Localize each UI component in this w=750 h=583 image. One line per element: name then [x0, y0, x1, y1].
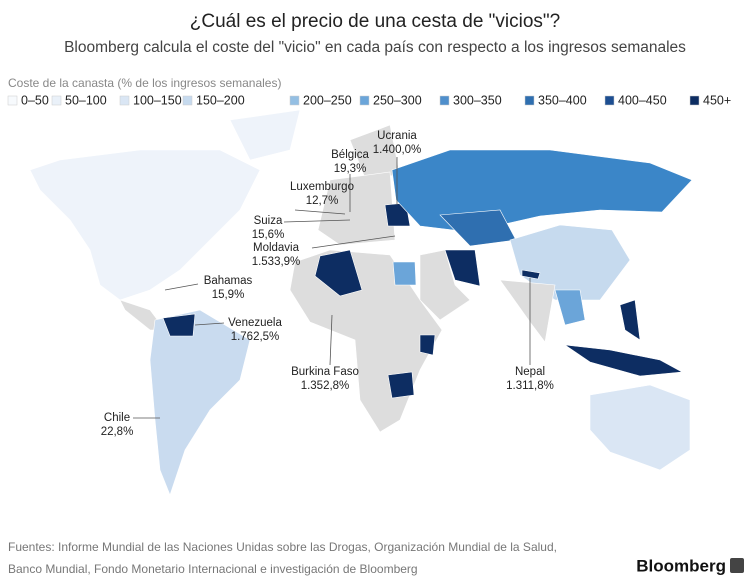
leader-line	[164, 283, 199, 291]
africa	[289, 249, 443, 433]
legend: 0–50 50–100 100–150 150–200 200–250 250–300 30…	[7, 93, 731, 107]
brand: Bloomberg	[636, 556, 726, 575]
leader-line	[311, 235, 396, 249]
legend-swatch	[524, 95, 535, 106]
legend-label: 250–300	[373, 93, 422, 107]
annotation-name: Nepal	[515, 366, 545, 378]
sources: Fuentes: Informe Mundial de las Naciones…	[8, 540, 557, 554]
legend-swatch	[182, 95, 193, 106]
annotation-name: Luxemburgo	[290, 181, 354, 193]
venezuela	[162, 313, 196, 337]
annotation-value: 1.533,9%	[252, 256, 301, 268]
annotations: Ucrania 1.400,0% Bélgica 19,3% Luxemburgo 12,…	[101, 130, 554, 438]
iran	[444, 249, 481, 287]
annotation-value: 1.352,8%	[301, 380, 350, 392]
leader-line	[283, 219, 351, 223]
annotation-name: Moldavia	[253, 242, 300, 254]
philippines	[619, 299, 641, 341]
china	[509, 224, 631, 301]
greenland	[229, 109, 301, 161]
annotation-value: 12,7%	[306, 195, 339, 207]
title: ¿Cuál es el precio de una cesta de "vici…	[190, 11, 560, 32]
russia	[391, 149, 693, 233]
legend-swatch	[119, 95, 130, 106]
brand-icon	[730, 558, 744, 573]
europe	[317, 171, 396, 246]
annotation-name: Burkina Faso	[291, 366, 359, 378]
annotation-value: 22,8%	[101, 426, 134, 438]
legend-swatch	[7, 95, 18, 106]
south-america	[149, 309, 251, 496]
annotation-value: 1.311,8%	[506, 380, 554, 392]
legend-title: Coste de la canasta (% de los ingresos s…	[8, 76, 281, 90]
annotation-value: 15,9%	[212, 289, 245, 301]
annotation-name: Bahamas	[204, 275, 253, 287]
annotation-name: Chile	[104, 412, 130, 424]
legend-swatch	[439, 95, 450, 106]
legend-label: 50–100	[65, 93, 107, 107]
subtitle: Bloomberg calcula el coste del "vicio" e…	[64, 39, 686, 56]
southern-africa	[387, 371, 415, 399]
legend-label: 200–250	[303, 93, 352, 107]
legend-label: 450+	[703, 93, 731, 107]
indonesia	[564, 344, 684, 377]
legend-label: 400–450	[618, 93, 667, 107]
annotation-value: 1.762,5%	[231, 331, 280, 343]
legend-swatch	[689, 95, 700, 106]
legend-label: 150–200	[196, 93, 245, 107]
nepal	[521, 269, 541, 280]
australia	[589, 384, 691, 471]
india	[499, 279, 556, 343]
southeast-asia	[554, 289, 586, 326]
north-america	[29, 149, 261, 301]
annotation-value: 19,3%	[334, 163, 367, 175]
leader-line	[294, 209, 346, 215]
sources: Banco Mundial, Fondo Monetario Internaci…	[8, 562, 418, 576]
leader-lines	[133, 157, 531, 419]
annotation-name: Bélgica	[331, 149, 369, 161]
annotation-name: Suiza	[254, 215, 283, 227]
leader-line	[329, 314, 333, 366]
legend-label: 300–350	[453, 93, 502, 107]
algeria	[314, 249, 363, 297]
legend-swatch	[604, 95, 615, 106]
legend-swatch	[51, 95, 62, 106]
annotation-name: Venezuela	[228, 317, 282, 329]
world-map	[29, 109, 693, 496]
annotation-name: Ucrania	[377, 130, 417, 142]
legend-label: 350–400	[538, 93, 587, 107]
legend-swatch	[359, 95, 370, 106]
legend-label: 0–50	[21, 93, 49, 107]
leader-line	[194, 322, 225, 326]
legend-swatch	[289, 95, 300, 106]
annotation-value: 15,6%	[252, 229, 285, 241]
kenya	[419, 334, 436, 356]
annotation-value: 1.400,0%	[373, 144, 422, 156]
egypt	[392, 261, 417, 286]
legend-label: 100–150	[133, 93, 182, 107]
